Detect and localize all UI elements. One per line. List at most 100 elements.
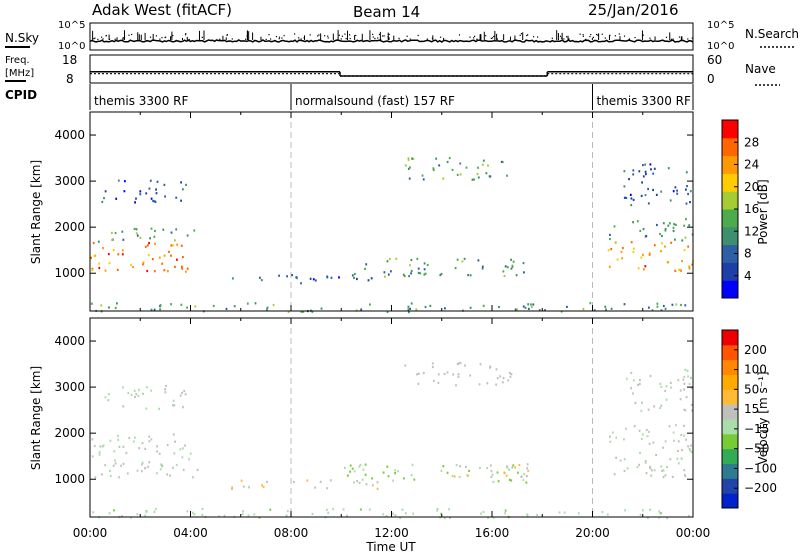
range-cell [614,241,617,244]
colorbar-swatch [722,191,738,210]
range-cell [148,242,150,245]
range-cell [182,468,185,472]
range-cell [134,396,136,399]
range-cell [615,456,617,459]
range-cell [632,221,634,224]
n-search-point [388,33,390,36]
range-cell [186,510,189,513]
range-cell [413,478,416,481]
n-search-point [348,34,351,36]
range-cell [482,159,485,162]
range-cell [508,468,510,471]
range-cell [422,178,425,181]
range-cell [147,254,150,257]
n-search-point [159,38,161,40]
range-cell [300,282,302,285]
range-cell [639,513,642,516]
range-cell [146,386,148,389]
range-cell [376,481,379,484]
range-cell [191,476,194,479]
range-cell [132,266,134,269]
n-search-point [380,38,382,41]
range-cell [644,265,647,268]
range-cell [464,364,466,367]
range-cell [684,304,687,307]
range-cell [644,461,647,464]
range-cell [161,464,164,467]
range-cell [121,230,124,233]
range-cell [467,474,469,477]
n-search-point [345,38,347,40]
x-tick-label: 08:00 [274,526,309,540]
range-cell [516,308,519,311]
range-cell [173,404,176,407]
range-cell [158,452,161,455]
range-cell [683,388,685,391]
range-cell [664,389,667,393]
n-search-point [128,34,130,36]
range-cell [392,512,394,515]
range-cell [416,373,418,376]
y-tick-label: 3000 [54,380,85,394]
range-cell [404,164,407,167]
range-cell [367,279,370,282]
range-cell [630,241,633,244]
range-cell [469,374,472,377]
n-search-point [201,36,203,38]
range-cell [175,228,178,231]
n-search-point [355,34,357,37]
freq-label-2: [MHz] [5,68,34,79]
range-cell [127,392,130,395]
range-cell [429,304,432,307]
n-search-point [114,38,116,40]
range-cell [186,306,188,309]
n-search-point [294,33,296,35]
range-cell [640,409,643,412]
range-cell [410,258,413,262]
range-cell [369,303,371,306]
range-cell [509,375,512,378]
range-cell [672,229,675,233]
range-cell [156,450,159,453]
noise-left-tick-bottom: 10^0 [58,41,85,52]
colorbar-swatch [722,478,738,494]
n-search-point [155,35,158,37]
range-cell [360,508,362,511]
range-cell [387,475,390,478]
range-cell [449,516,451,520]
n-search-point [670,38,673,40]
nave-label: Nave [745,62,776,76]
range-cell [175,463,178,467]
range-cell [527,469,530,472]
range-cell [650,469,653,472]
range-cell [677,449,679,452]
colorbar-swatch [722,155,738,174]
range-cell [107,399,110,402]
range-cell [608,265,611,268]
range-cell [148,435,151,438]
range-cell [225,307,228,310]
range-cell [680,303,682,307]
range-cell [621,257,624,260]
range-cell [690,376,692,379]
range-cell [93,444,96,448]
range-cell [180,199,182,202]
range-cell [650,474,653,477]
n-search-point [592,36,594,38]
range-cell [642,175,645,178]
range-cell [114,231,117,235]
n-search-point [417,34,419,37]
range-cell [566,305,568,308]
n-search-point [324,35,326,37]
range-cell [456,258,459,261]
range-cell [613,473,616,476]
colorbar-tick-label: 24 [744,158,759,172]
range-cell [495,383,497,386]
range-cell [664,474,667,477]
cpid-segment-label: themis 3300 RF [597,94,691,108]
n-search-point [458,34,461,36]
n-search-point [378,33,381,36]
range-cell [117,438,120,441]
range-cell [504,265,507,268]
range-cell [625,196,628,200]
